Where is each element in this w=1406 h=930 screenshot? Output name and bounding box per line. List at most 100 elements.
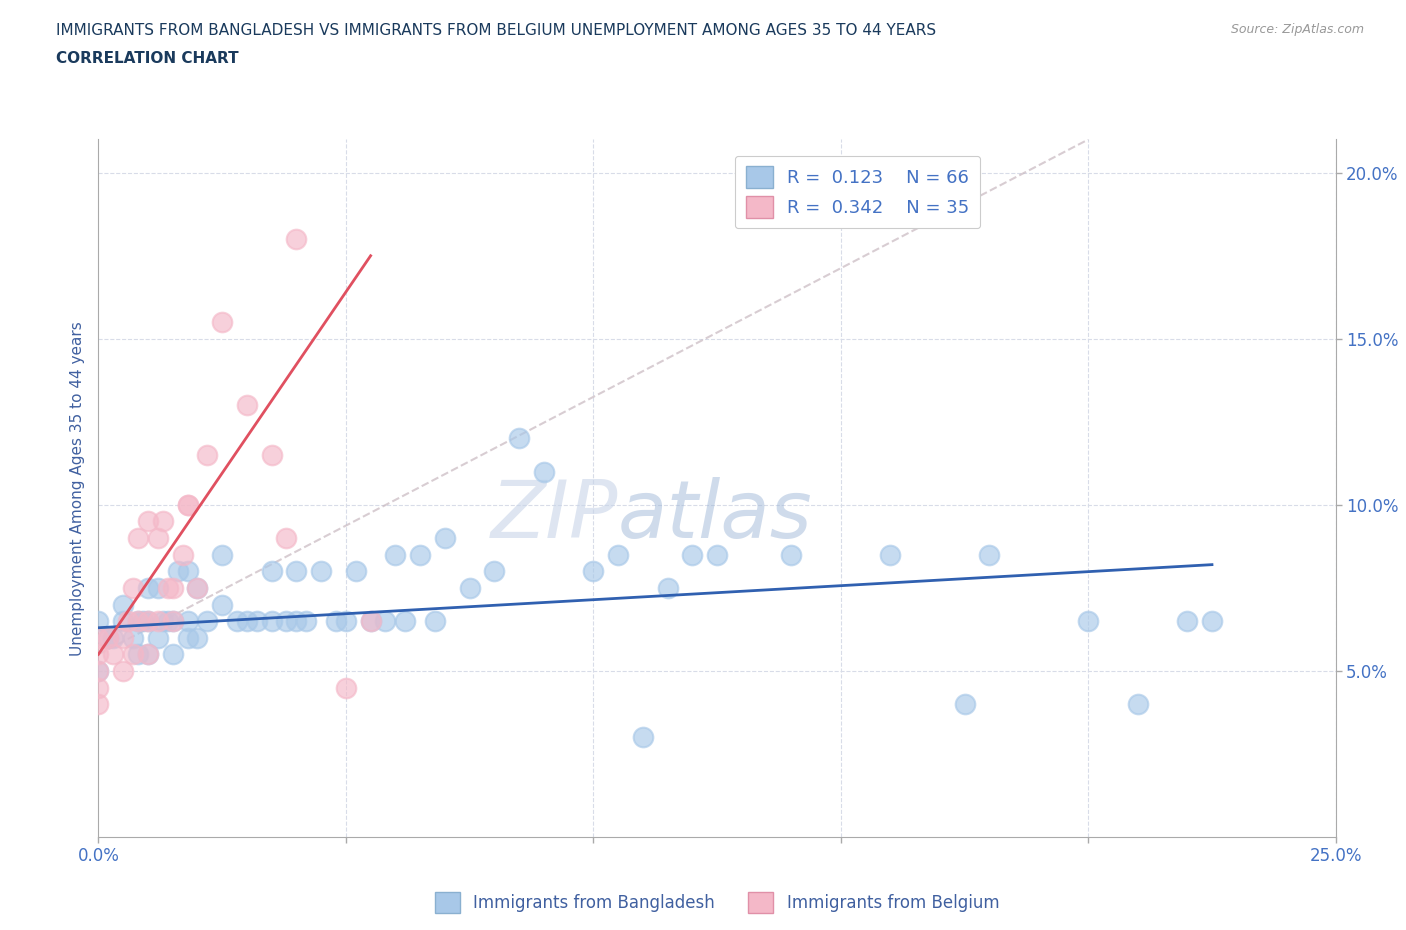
Point xyxy=(122,631,145,645)
Point xyxy=(186,580,208,595)
Text: Source: ZipAtlas.com: Source: ZipAtlas.com xyxy=(1230,23,1364,36)
Point xyxy=(433,531,456,546)
Point xyxy=(176,564,198,578)
Point xyxy=(112,614,135,629)
Point xyxy=(285,564,308,578)
Point xyxy=(374,614,396,629)
Point xyxy=(607,547,630,562)
Point xyxy=(146,631,169,645)
Point xyxy=(136,580,159,595)
Point xyxy=(706,547,728,562)
Point xyxy=(87,614,110,629)
Point xyxy=(533,464,555,479)
Point xyxy=(681,547,703,562)
Point xyxy=(122,647,145,662)
Point xyxy=(162,580,184,595)
Point xyxy=(285,614,308,629)
Point xyxy=(276,531,298,546)
Point xyxy=(211,547,233,562)
Point xyxy=(246,614,269,629)
Point xyxy=(325,614,347,629)
Point xyxy=(384,547,406,562)
Point xyxy=(260,614,283,629)
Point xyxy=(127,614,149,629)
Point xyxy=(87,631,110,645)
Point xyxy=(152,514,174,529)
Point xyxy=(953,697,976,711)
Point xyxy=(176,498,198,512)
Point xyxy=(1077,614,1099,629)
Point xyxy=(508,431,530,445)
Point xyxy=(458,580,481,595)
Point xyxy=(780,547,803,562)
Point xyxy=(979,547,1001,562)
Point xyxy=(176,614,198,629)
Point xyxy=(295,614,318,629)
Point xyxy=(87,663,110,678)
Point xyxy=(97,631,120,645)
Point xyxy=(132,614,155,629)
Point xyxy=(394,614,416,629)
Point xyxy=(335,680,357,695)
Point xyxy=(186,631,208,645)
Point xyxy=(156,580,179,595)
Point xyxy=(176,498,198,512)
Point xyxy=(211,314,233,329)
Point xyxy=(285,232,308,246)
Point xyxy=(112,631,135,645)
Point xyxy=(166,564,188,578)
Point xyxy=(172,547,194,562)
Point xyxy=(1201,614,1223,629)
Point xyxy=(236,398,259,413)
Point xyxy=(162,614,184,629)
Text: CORRELATION CHART: CORRELATION CHART xyxy=(56,51,239,66)
Point xyxy=(260,447,283,462)
Point xyxy=(103,631,125,645)
Point xyxy=(97,631,120,645)
Point xyxy=(1175,614,1198,629)
Point xyxy=(122,580,145,595)
Point xyxy=(335,614,357,629)
Point xyxy=(127,531,149,546)
Point xyxy=(1126,697,1149,711)
Point xyxy=(103,647,125,662)
Point xyxy=(87,680,110,695)
Point xyxy=(360,614,382,629)
Point xyxy=(879,547,901,562)
Point xyxy=(484,564,506,578)
Text: ZIP: ZIP xyxy=(491,477,619,555)
Point xyxy=(162,647,184,662)
Point xyxy=(344,564,367,578)
Point xyxy=(276,614,298,629)
Point xyxy=(127,614,149,629)
Text: atlas: atlas xyxy=(619,477,813,555)
Point xyxy=(176,631,198,645)
Y-axis label: Unemployment Among Ages 35 to 44 years: Unemployment Among Ages 35 to 44 years xyxy=(69,321,84,656)
Point xyxy=(657,580,679,595)
Point xyxy=(582,564,605,578)
Point xyxy=(631,730,654,745)
Point xyxy=(186,580,208,595)
Point xyxy=(87,663,110,678)
Point xyxy=(195,447,218,462)
Point xyxy=(156,614,179,629)
Point xyxy=(152,614,174,629)
Point xyxy=(309,564,332,578)
Point xyxy=(112,597,135,612)
Point xyxy=(423,614,446,629)
Point xyxy=(136,614,159,629)
Point xyxy=(195,614,218,629)
Point xyxy=(136,647,159,662)
Point xyxy=(236,614,259,629)
Point xyxy=(211,597,233,612)
Point xyxy=(136,647,159,662)
Text: IMMIGRANTS FROM BANGLADESH VS IMMIGRANTS FROM BELGIUM UNEMPLOYMENT AMONG AGES 35: IMMIGRANTS FROM BANGLADESH VS IMMIGRANTS… xyxy=(56,23,936,38)
Point xyxy=(162,614,184,629)
Point xyxy=(226,614,249,629)
Point xyxy=(112,663,135,678)
Point xyxy=(146,531,169,546)
Point xyxy=(136,514,159,529)
Point xyxy=(146,580,169,595)
Point xyxy=(117,614,139,629)
Point xyxy=(87,697,110,711)
